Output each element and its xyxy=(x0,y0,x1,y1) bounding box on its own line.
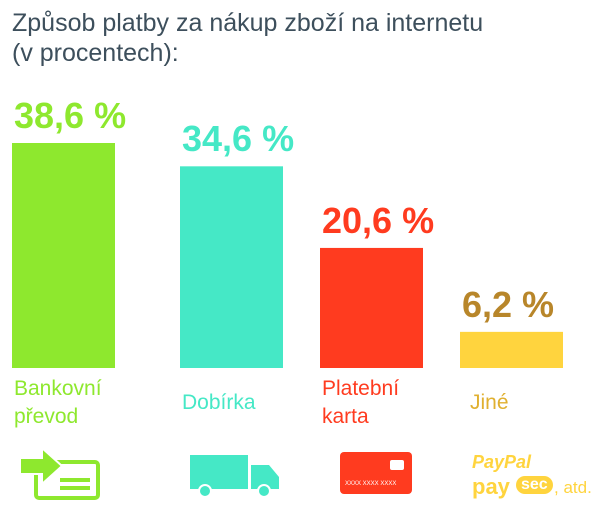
category-label: Platební karta xyxy=(322,377,400,428)
bar xyxy=(180,166,283,368)
value-label: 6,2 % xyxy=(462,283,555,325)
bar xyxy=(460,331,563,368)
category-label: Jiné xyxy=(470,391,509,414)
value-label: 38,6 % xyxy=(14,95,127,136)
value-label: 34,6 % xyxy=(182,118,295,160)
paysec-pay: pay xyxy=(472,474,510,499)
paypal: PayPal xyxy=(472,452,532,472)
bank-icon xyxy=(19,445,100,500)
bar xyxy=(320,247,423,368)
card-number: XXXX XXXX XXXX xyxy=(345,481,397,487)
category-label: Bankovní převod xyxy=(14,377,102,428)
etc: , atd. xyxy=(554,478,592,497)
paysec-sec: sec xyxy=(516,476,553,494)
value-label: 20,6 % xyxy=(322,199,435,241)
bar xyxy=(12,143,115,368)
chart-title: Způsob platby za nákup zboží na internet… xyxy=(12,9,484,67)
category-label: Dobírka xyxy=(182,391,256,414)
truck-icon xyxy=(190,455,279,498)
card-icon xyxy=(340,452,412,494)
